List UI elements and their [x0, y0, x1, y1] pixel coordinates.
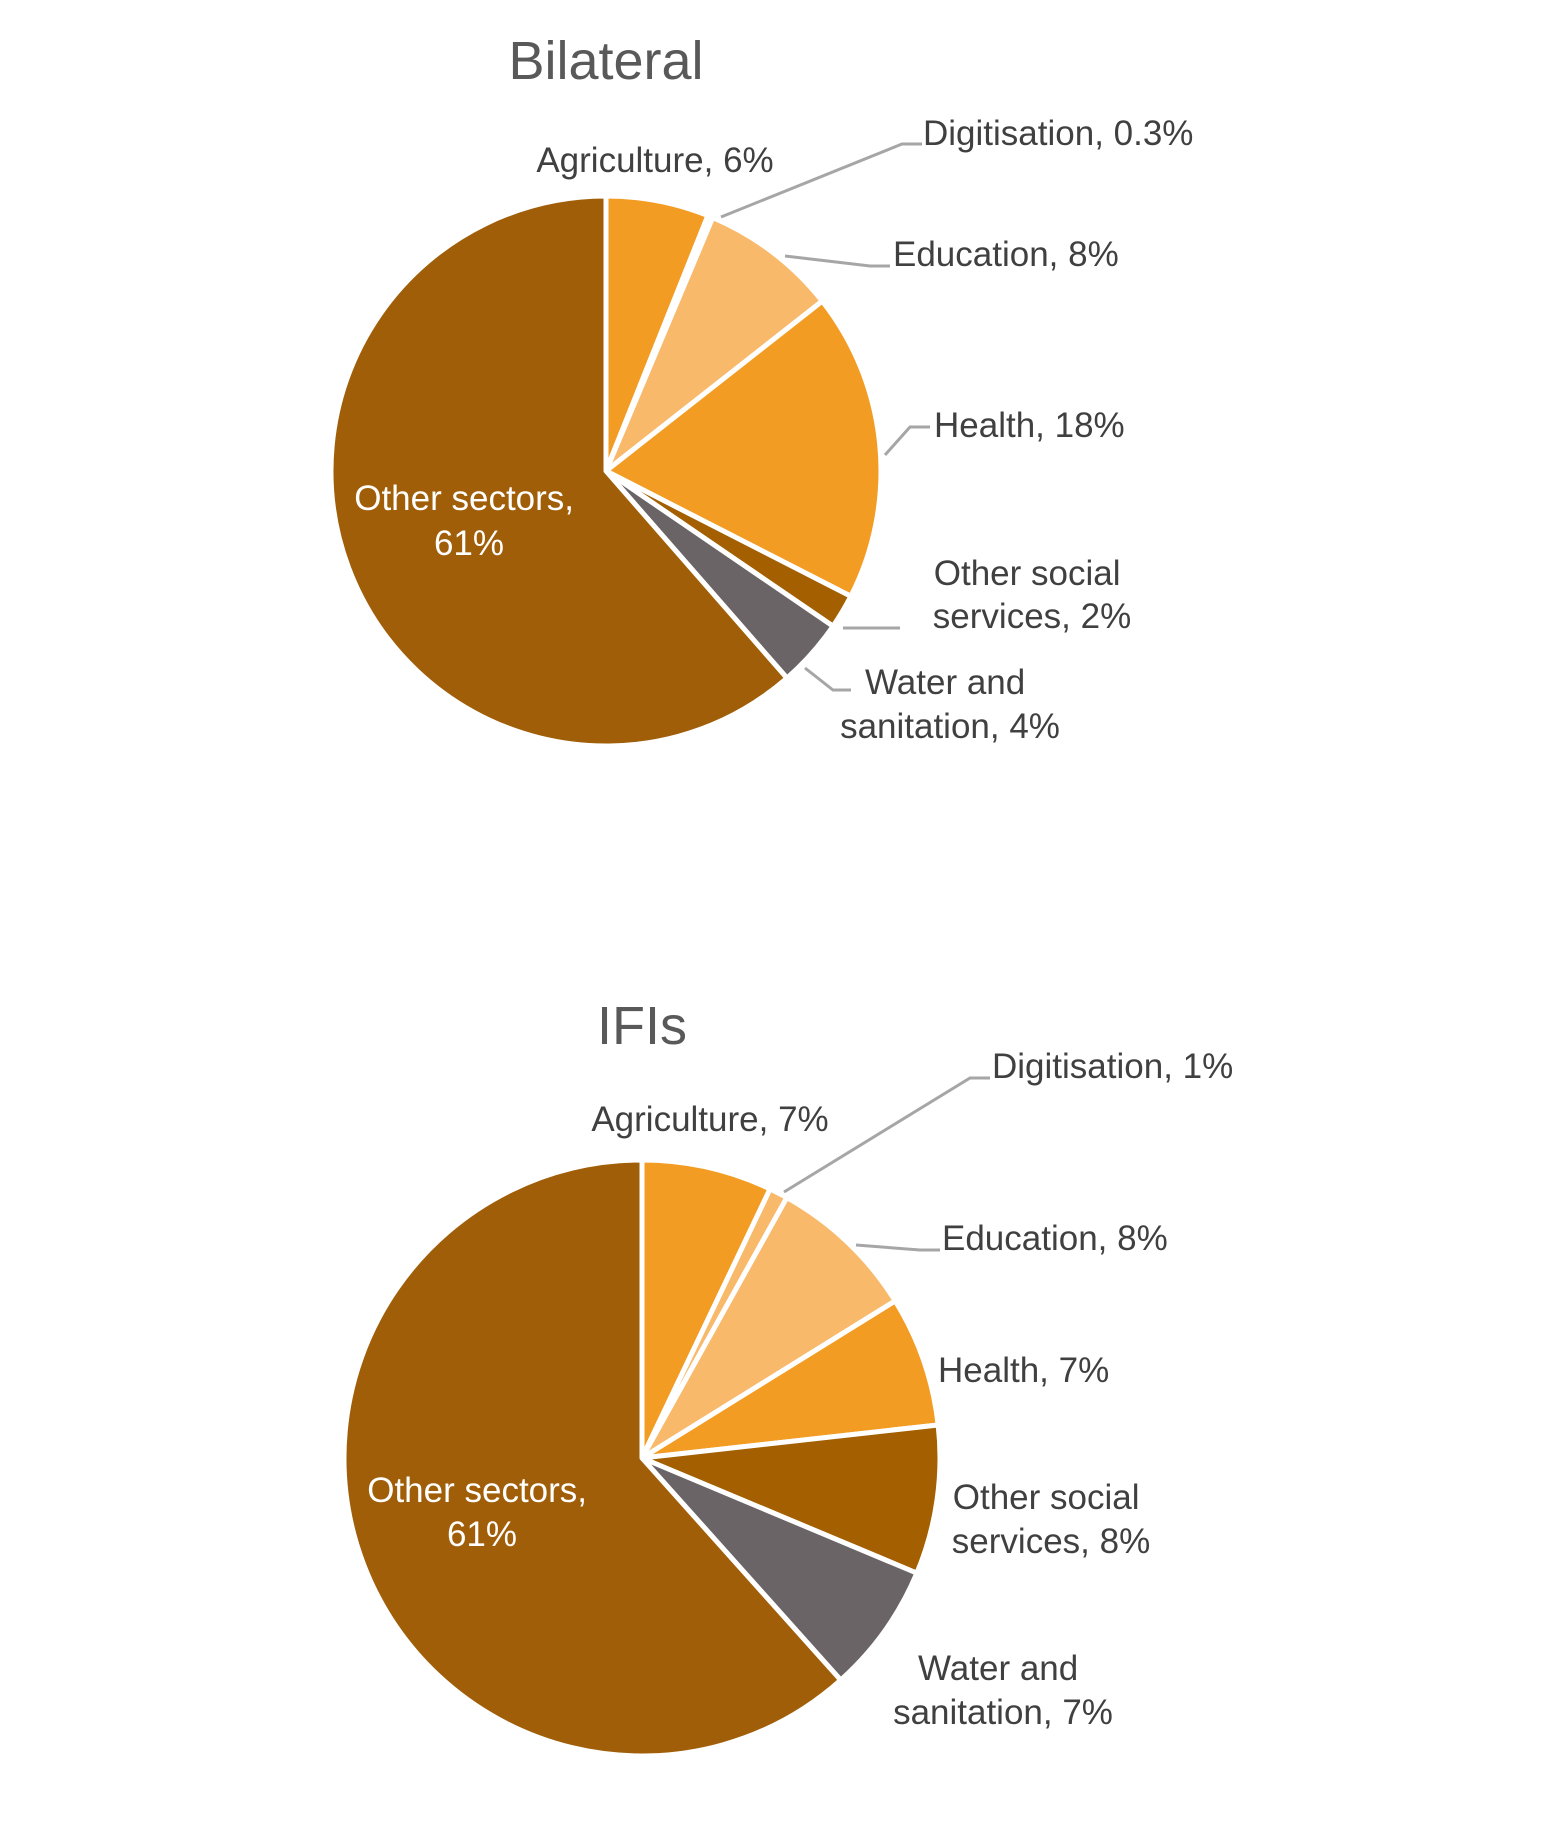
pie-slice-other-sectors — [328, 193, 790, 749]
pie-slice-agriculture — [639, 1157, 773, 1461]
slice-label-other-sectors: Other sectors, 61% — [367, 1471, 597, 1554]
pie-slices-bilateral — [328, 193, 884, 749]
pie-slices-ifis — [341, 1157, 943, 1759]
slice-label-agriculture: Agriculture, 7% — [591, 1100, 828, 1139]
leader-line-education — [855, 1243, 940, 1252]
pie-slice-education — [639, 1195, 898, 1461]
slice-label-water-and-sanitation: Water and sanitation, 4% — [840, 663, 1060, 746]
pie-slice-health — [603, 298, 884, 599]
slice-label-health: Health, 7% — [938, 1351, 1109, 1390]
chart-title-bilateral: Bilateral — [508, 31, 703, 91]
slice-label-other-social-services: Other social services, 2% — [933, 554, 1131, 636]
slice-label-education: Education, 8% — [893, 235, 1119, 274]
slice-label-agriculture: Agriculture, 6% — [536, 141, 773, 180]
chart-title-ifis: IFIs — [597, 996, 687, 1056]
slice-label-other-sectors: Other sectors, 61% — [354, 479, 584, 563]
leader-line-education — [784, 254, 890, 268]
pie-slice-other-social-services — [639, 1422, 943, 1576]
pie-slice-health — [639, 1298, 941, 1461]
slice-label-health: Health, 18% — [934, 406, 1125, 445]
leader-line-digitisation — [783, 1076, 990, 1194]
pie-slice-water-and-sanitation — [639, 1455, 920, 1683]
slice-label-other-social-services: Other social services, 8% — [952, 1478, 1150, 1561]
pie-chart-bilateral: Bilateral Agriculture, 6% Digitisation, … — [328, 31, 1193, 749]
slice-label-digitisation: Digitisation, 1% — [992, 1047, 1233, 1086]
slice-label-digitisation: Digitisation, 0.3% — [923, 114, 1193, 153]
leader-line-water-and-sanitation — [804, 666, 851, 692]
pie-slice-other-sectors — [341, 1157, 844, 1759]
slice-label-education: Education, 8% — [942, 1219, 1168, 1258]
pie-chart-ifis: IFIs Agriculture, 7% Digitisation, 1% Ed… — [341, 996, 1233, 1759]
leader-line-digitisation — [720, 142, 922, 219]
pie-slice-education — [603, 215, 825, 474]
leader-line-health — [883, 425, 930, 456]
slice-label-water-and-sanitation: Water and sanitation, 7% — [893, 1649, 1113, 1732]
